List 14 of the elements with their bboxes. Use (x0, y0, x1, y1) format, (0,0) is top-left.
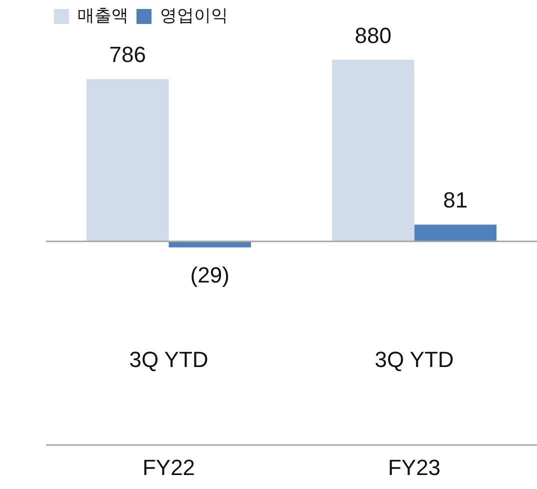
data-label: 880 (354, 22, 392, 48)
x-tick-label: 3Q YTD (374, 346, 454, 372)
legend-label: 영업이익 (160, 6, 228, 26)
bar (332, 60, 414, 242)
text: FY23 (388, 455, 441, 480)
bar (168, 241, 251, 248)
bar (86, 79, 169, 242)
data-label: 81 (443, 188, 468, 213)
bar (414, 224, 496, 242)
x-tick-label: 3Q YTD (129, 346, 208, 372)
data-label: (29) (190, 262, 230, 288)
text: FY22 (142, 455, 196, 480)
legend-label: 매출액 (78, 6, 128, 26)
data-label: 786 (109, 42, 146, 68)
